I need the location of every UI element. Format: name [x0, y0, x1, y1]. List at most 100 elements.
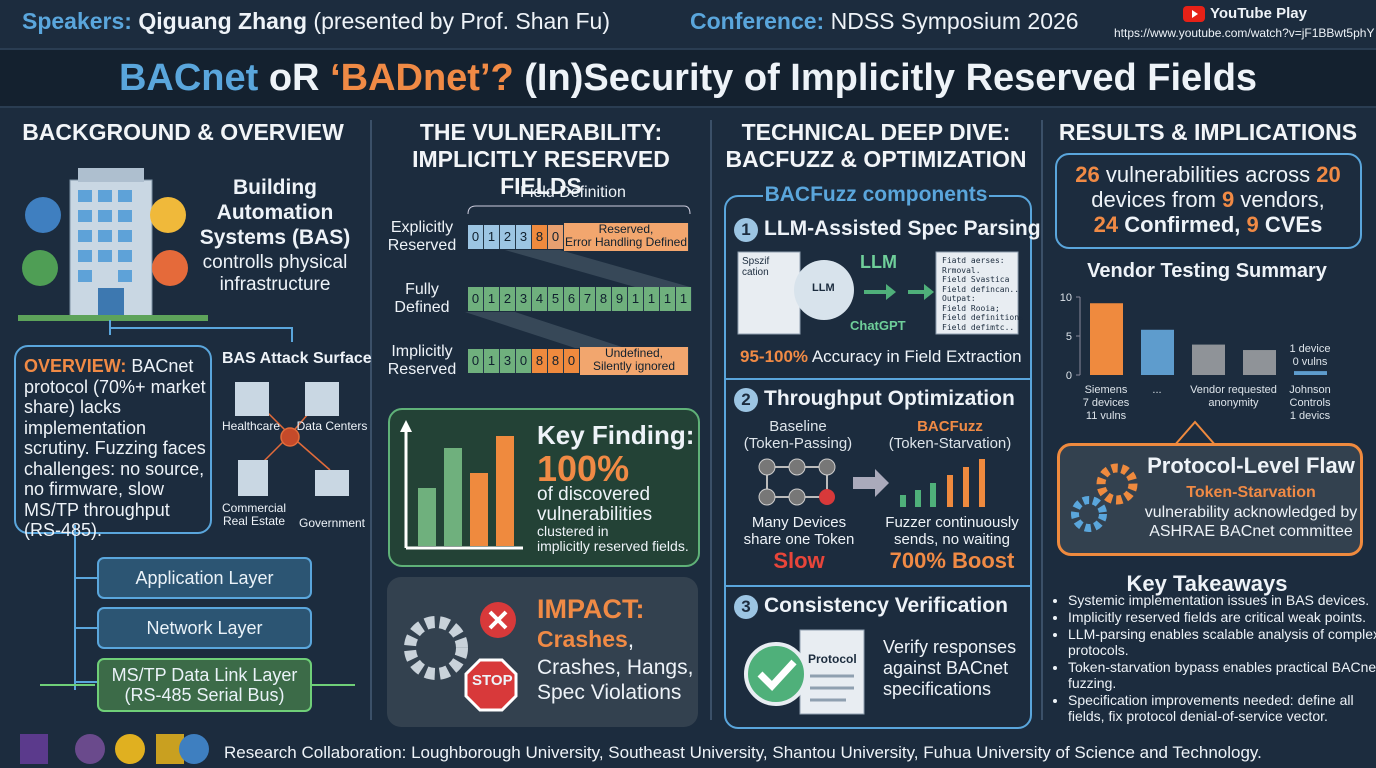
- fuzzer-desc: Fuzzer continuously sends, no waiting: [885, 514, 1019, 548]
- flaw-text: vulnerability acknowledged by ASHRAE BAC…: [1144, 504, 1358, 540]
- field-cell: 0: [468, 225, 484, 249]
- field-cell: 3: [516, 287, 532, 311]
- brace: [467, 205, 691, 215]
- field-cell: 1: [676, 287, 692, 311]
- overview: OVERVIEW: BACnet protocol (70%+ market s…: [24, 356, 208, 541]
- youtube-icon: [1183, 6, 1205, 22]
- field-note: Reserved, Error Handling Defined: [564, 222, 689, 251]
- key-finding: Key Finding:: [537, 420, 695, 450]
- components-title: BACFuzz components: [763, 183, 989, 207]
- separator: [724, 585, 1030, 587]
- y-tick-label: 10: [1060, 292, 1072, 304]
- bacfuzz: BACFuzz: [917, 418, 983, 435]
- stats: 26 vulnerabilities across 20 devices from…: [1058, 162, 1358, 237]
- takeaway: Implicitly reserved fields are critical …: [1068, 609, 1376, 625]
- impact-crash: Crashes: [537, 626, 628, 652]
- field-cell: 1: [660, 287, 676, 311]
- row-label: Implicitly Reserved: [387, 343, 457, 378]
- verify: Verify responses against BACnet specific…: [883, 637, 1017, 699]
- stat-text: CVEs: [1258, 212, 1323, 237]
- chart-title: Vendor Testing Summary: [1087, 260, 1327, 282]
- flaw-title: Protocol-Level Flaw: [1147, 453, 1355, 478]
- takeaway: Systemic implementation issues in BAS de…: [1068, 592, 1376, 608]
- bas-title: Building Automation Systems (BAS): [199, 176, 351, 249]
- field-cell: 0: [548, 225, 564, 249]
- field-cell: 0: [468, 287, 484, 311]
- x-tick-label: ...: [1152, 384, 1161, 396]
- baseline: Baseline (Token-Passing): [743, 418, 853, 452]
- layer: MS/TP Data Link Layer (RS-485 Serial Bus…: [97, 658, 312, 712]
- connectors: [40, 320, 355, 690]
- impact-title: IMPACT:: [537, 594, 645, 624]
- field-cell: 7: [580, 287, 596, 311]
- field-cell: 8: [532, 225, 548, 249]
- target: Commercial Real Estate: [221, 501, 286, 528]
- step-title: Consistency Verification: [764, 594, 1008, 617]
- youtube-label: YouTube Play: [1210, 5, 1307, 22]
- step: 2 Throughput Optimization: [734, 387, 1015, 412]
- field-cell: 0: [468, 349, 484, 373]
- stat: 9: [1222, 187, 1235, 212]
- label: Speakers:: [22, 8, 132, 34]
- gears: [1071, 463, 1138, 532]
- target: Healthcare: [221, 419, 281, 433]
- boost: 700% Boost: [889, 548, 1015, 573]
- field-cell: 5: [548, 287, 564, 311]
- presenter: (presented by Prof. Shan Fu): [313, 8, 611, 34]
- stat-text: vendors,: [1234, 187, 1325, 212]
- label: Conference:: [690, 8, 825, 34]
- field-mapping: [465, 250, 690, 348]
- target: Government: [298, 516, 366, 530]
- field-cell: 9: [612, 287, 628, 311]
- stat: 20: [1316, 162, 1341, 187]
- t3: ‘BADnet’?: [330, 57, 514, 99]
- field-cell: 2: [500, 225, 516, 249]
- takeaway: Token-starvation bypass enables practica…: [1068, 659, 1376, 691]
- overview-box: [14, 345, 212, 534]
- overview-label: OVERVIEW:: [24, 356, 127, 376]
- step-title: LLM-Assisted Spec Parsing: [764, 217, 1041, 240]
- step-number: 1: [734, 218, 758, 242]
- footer: Research Collaboration: Loughborough Uni…: [224, 743, 1262, 762]
- y-tick-label: 0: [1066, 370, 1072, 382]
- x-tick-label: 1 device 0 vulns: [1290, 343, 1331, 368]
- vendor-chart: 0 5 10 Siemens 7 devices 11 vulns... Vendor re…: [1060, 292, 1331, 422]
- takeaway: Specification improvements needed: defin…: [1068, 692, 1376, 724]
- overview-text: BACnet protocol (70%+ market share) lack…: [24, 356, 206, 540]
- bas-subtitle: controlls physical infrastructure: [202, 252, 348, 295]
- heading: BACKGROUND & OVERVIEW: [22, 119, 344, 145]
- x-tick-label: Johnson Controls 1 devics: [1289, 384, 1331, 422]
- stop-text: STOP: [472, 672, 513, 689]
- title: BACnet oR ‘BADnet’? (In)Security of Impl…: [0, 48, 1376, 108]
- t4: (In)Security of Implicitly Reserved Fiel…: [513, 57, 1258, 99]
- x-tick-label: Siemens 7 devices 11 vulns: [1083, 384, 1130, 422]
- field-cell: 1: [484, 349, 500, 373]
- field-cell: 1: [628, 287, 644, 311]
- speakers: Speakers: Qiguang Zhang (presented by Pr…: [22, 8, 610, 35]
- logos: [20, 734, 209, 764]
- takeaways: Systemic implementation issues in BAS de…: [1052, 592, 1376, 725]
- finding-text: of discovered vulnerabilities: [537, 484, 653, 525]
- field-cell: 6: [564, 287, 580, 311]
- stat-text: vulnerabilities across: [1099, 162, 1317, 187]
- stat: 26: [1075, 162, 1100, 187]
- dividers: [370, 120, 1043, 720]
- conference: Conference: NDSS Symposium 2026: [690, 8, 1079, 35]
- key-finding-box: [388, 408, 700, 567]
- impact-icons: [404, 602, 518, 712]
- bar: [1243, 350, 1276, 375]
- stat: 9: [1246, 212, 1259, 237]
- step: 1 LLM-Assisted Spec Parsing: [734, 217, 1041, 242]
- field-cell: 8: [548, 349, 564, 373]
- spec-doc: Spszif cation: [742, 256, 770, 278]
- building-illustration: [18, 168, 208, 335]
- stat-text: devices from: [1091, 187, 1223, 212]
- heading: THE VULNERABILITY: IMPLICITLY RESERVED F…: [412, 119, 670, 199]
- step-number: 2: [734, 388, 758, 412]
- accuracy: 95-100% Accuracy in Field Extraction: [740, 347, 1022, 367]
- output-doc: Fiatd aerses: Rrmoval. Field Svastica Fi…: [942, 256, 1024, 332]
- impact-comma: ,: [627, 626, 635, 652]
- field-cell: 2: [500, 287, 516, 311]
- llm: LLM: [860, 252, 897, 272]
